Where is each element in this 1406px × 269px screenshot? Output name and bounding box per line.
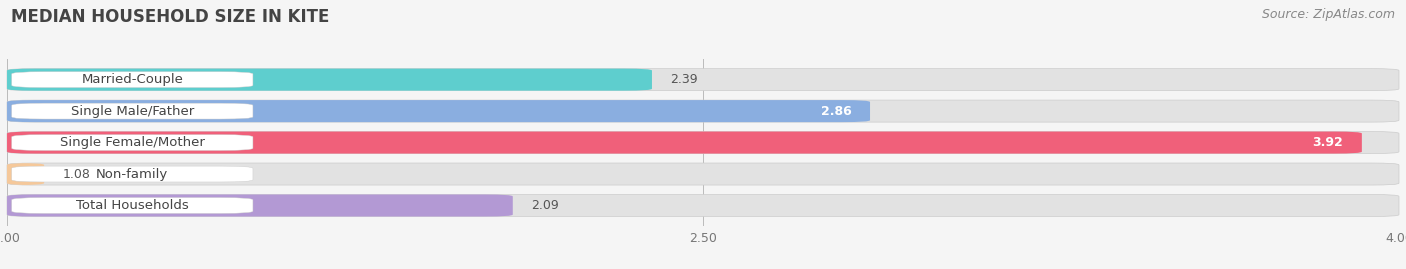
FancyBboxPatch shape [11,72,253,88]
Text: MEDIAN HOUSEHOLD SIZE IN KITE: MEDIAN HOUSEHOLD SIZE IN KITE [11,8,329,26]
Text: 3.92: 3.92 [1313,136,1343,149]
FancyBboxPatch shape [7,194,513,217]
Text: Source: ZipAtlas.com: Source: ZipAtlas.com [1261,8,1395,21]
FancyBboxPatch shape [7,163,44,185]
Text: 2.86: 2.86 [821,105,852,118]
Text: Total Households: Total Households [76,199,188,212]
FancyBboxPatch shape [11,135,253,150]
FancyBboxPatch shape [7,100,870,122]
FancyBboxPatch shape [7,132,1399,154]
FancyBboxPatch shape [11,103,253,119]
Text: Non-family: Non-family [96,168,169,180]
FancyBboxPatch shape [11,166,253,182]
Text: 2.39: 2.39 [671,73,699,86]
Text: Married-Couple: Married-Couple [82,73,183,86]
FancyBboxPatch shape [7,132,1362,154]
Text: Single Female/Mother: Single Female/Mother [60,136,205,149]
FancyBboxPatch shape [7,69,1399,91]
FancyBboxPatch shape [7,100,1399,122]
FancyBboxPatch shape [11,197,253,213]
Text: Single Male/Father: Single Male/Father [70,105,194,118]
FancyBboxPatch shape [7,163,1399,185]
Text: 1.08: 1.08 [63,168,90,180]
FancyBboxPatch shape [7,69,652,91]
FancyBboxPatch shape [7,194,1399,217]
Text: 2.09: 2.09 [531,199,560,212]
